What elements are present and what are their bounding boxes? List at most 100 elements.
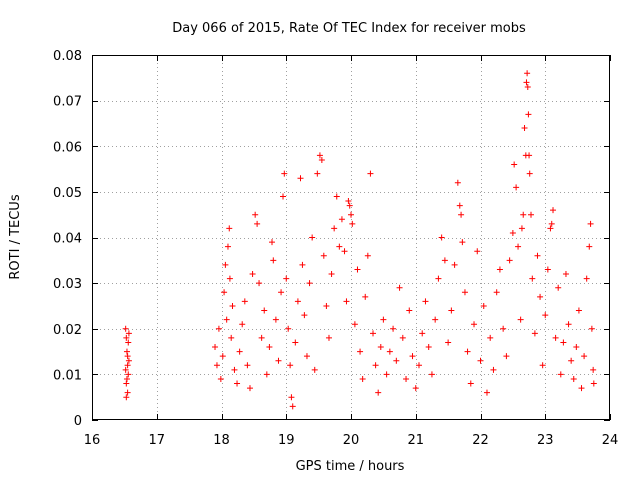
- data-point: [550, 207, 557, 214]
- data-point: [328, 271, 335, 277]
- data-point: [386, 348, 393, 355]
- data-point: [122, 325, 129, 332]
- data-point: [578, 385, 585, 392]
- data-point: [316, 152, 323, 159]
- data-point: [301, 312, 308, 319]
- data-point: [256, 280, 263, 287]
- data-point: [348, 211, 354, 218]
- data-point: [539, 362, 546, 369]
- data-point: [125, 357, 132, 364]
- x-tick-label: 20: [343, 433, 360, 448]
- data-point: [464, 348, 471, 355]
- data-point: [345, 198, 352, 204]
- data-point: [537, 293, 544, 300]
- data-point: [357, 348, 364, 355]
- data-point: [123, 348, 130, 355]
- plot-frame: [92, 55, 610, 420]
- data-point: [390, 325, 397, 332]
- data-point: [406, 307, 413, 314]
- x-tick-label: 21: [407, 433, 424, 448]
- data-point: [534, 252, 541, 259]
- data-point: [518, 225, 525, 232]
- data-point: [496, 266, 503, 273]
- data-point: [283, 275, 290, 282]
- axis-ticks: [92, 55, 611, 421]
- data-point: [517, 316, 524, 323]
- x-tick-label: 23: [537, 433, 554, 448]
- data-point: [573, 344, 580, 350]
- data-point: [125, 330, 132, 337]
- x-tick-label: 19: [278, 433, 295, 448]
- data-point: [338, 216, 345, 223]
- data-point: [583, 275, 590, 282]
- data-point: [226, 225, 233, 232]
- data-point: [590, 366, 597, 373]
- x-tick-label: 22: [472, 433, 489, 448]
- data-point: [252, 211, 259, 218]
- data-point: [515, 243, 522, 250]
- data-point: [525, 111, 532, 118]
- data-point: [552, 334, 559, 341]
- data-point: [223, 316, 230, 323]
- data-point: [343, 298, 350, 305]
- data-point: [278, 289, 285, 296]
- data-point: [438, 234, 445, 241]
- grid: [92, 55, 610, 420]
- data-point: [297, 175, 304, 182]
- data-point: [123, 375, 130, 382]
- y-tick-label: 0.05: [53, 186, 82, 201]
- data-point: [125, 371, 132, 378]
- data-point: [557, 371, 564, 378]
- data-point: [377, 344, 384, 350]
- data-point: [500, 325, 507, 332]
- x-tick-label: 24: [602, 433, 619, 448]
- data-point: [526, 152, 533, 159]
- data-point: [226, 275, 233, 282]
- data-point: [123, 394, 130, 401]
- data-point: [224, 243, 231, 250]
- data-point: [303, 353, 310, 360]
- data-point: [372, 362, 379, 369]
- data-point: [249, 271, 256, 277]
- data-point: [280, 193, 287, 200]
- data-point: [239, 321, 246, 328]
- data-point: [511, 161, 518, 168]
- data-point: [288, 394, 295, 401]
- data-point: [219, 353, 226, 360]
- data-point: [568, 357, 575, 364]
- data-point: [526, 170, 533, 177]
- data-point: [570, 375, 577, 382]
- data-point: [263, 371, 270, 378]
- data-point: [393, 357, 400, 364]
- data-point: [123, 334, 130, 341]
- data-point: [292, 339, 299, 346]
- data-point: [221, 289, 228, 296]
- x-axis-label: GPS time / hours: [296, 459, 405, 474]
- data-point: [409, 353, 416, 360]
- data-point: [531, 330, 538, 337]
- data-point: [336, 243, 343, 250]
- data-point: [509, 229, 516, 236]
- data-point: [287, 362, 294, 369]
- data-point: [451, 261, 458, 268]
- data-point: [215, 325, 222, 332]
- data-points: [122, 70, 597, 410]
- data-point: [314, 170, 321, 177]
- data-point: [383, 371, 390, 378]
- data-point: [456, 202, 463, 209]
- data-point: [555, 284, 562, 291]
- data-point: [351, 321, 358, 328]
- data-point: [285, 325, 292, 332]
- data-point: [266, 344, 273, 350]
- data-point: [217, 375, 224, 382]
- data-point: [261, 307, 268, 314]
- data-point: [581, 353, 588, 360]
- data-point: [520, 211, 527, 218]
- y-tick-label: 0: [74, 414, 82, 429]
- data-point: [448, 307, 455, 314]
- data-point: [254, 220, 261, 227]
- data-point: [244, 362, 251, 369]
- data-point: [236, 348, 243, 355]
- data-point: [364, 252, 371, 259]
